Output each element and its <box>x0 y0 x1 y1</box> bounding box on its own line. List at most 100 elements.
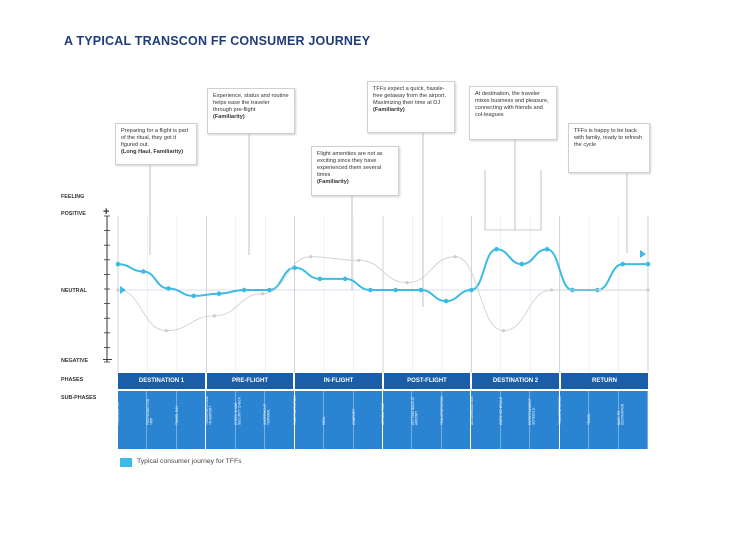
subphase-label: MEAL <box>322 416 327 425</box>
journey-point <box>342 276 348 282</box>
phase-post-flight: POST-FLIGHT <box>384 373 472 389</box>
feeling-label: FEELING <box>61 194 85 200</box>
journey-point <box>469 287 474 293</box>
subphase-cell: MEAL <box>322 391 354 449</box>
journey-point <box>292 265 297 271</box>
journey-point <box>267 287 272 293</box>
callout-text: At destination, the traveler mixes busin… <box>475 91 549 118</box>
callout-pre-flight: Experience, status and routine helps eas… <box>207 88 295 134</box>
callout-bracket <box>484 170 542 231</box>
page-title: A TYPICAL TRANSCON FF CONSUMER JOURNEY <box>64 34 371 48</box>
callout-destination-2: At destination, the traveler mixes busin… <box>469 86 557 140</box>
journey-point <box>393 287 398 293</box>
subphase-cell: TRAVEL DAY <box>175 391 207 449</box>
subphase-cell: TRANSPORTATION <box>557 391 590 449</box>
secondary-point <box>212 314 216 318</box>
subphase-cell: ACCOMMODATION <box>469 391 501 449</box>
callout-source: (Familiarity) <box>373 107 405 113</box>
phase-in-flight: IN-FLIGHT <box>295 373 384 389</box>
journey-point <box>115 261 121 267</box>
callout-destination-1: Preparing for a flight is part of the ri… <box>115 123 197 165</box>
subphase-cell: GETTING BAGS AT AIRPORT <box>410 391 442 449</box>
secondary-point <box>550 288 554 292</box>
start-arrow <box>120 286 126 294</box>
callout-post-flight: TFFs expect a quick, hassle-free getaway… <box>367 81 455 133</box>
legend-swatch <box>120 458 132 467</box>
journey-point <box>494 247 499 252</box>
secondary-point <box>357 258 361 262</box>
journey-point <box>216 291 222 297</box>
callout-return: TFFs is happy to be back with family, re… <box>568 123 650 173</box>
callout-text: TFFs is happy to be back with family, re… <box>574 128 642 148</box>
journey-point <box>443 298 449 304</box>
subphase-cell: SHOPPING AT TERMINAL <box>263 391 295 449</box>
journey-point <box>191 293 197 299</box>
callout-text: Preparing for a flight is part of the ri… <box>121 128 189 148</box>
callout-leader-lines <box>149 133 628 307</box>
neutral-label: NEUTRAL <box>61 288 87 294</box>
callout-text: TFFs expect a quick, hassle-free getaway… <box>373 86 447 106</box>
subphase-cell: TRANSPORTATION TO AIRPORT <box>204 391 236 449</box>
secondary-point <box>405 281 409 285</box>
subphase-label: ACCOMMODATION <box>469 396 474 425</box>
subphase-label: TRAVEL DAY <box>175 405 180 425</box>
end-arrow <box>640 250 646 258</box>
subphase-cell: TRAVEL <box>587 391 619 449</box>
subphase-cell: TRANSPORTATION <box>440 391 472 449</box>
secondary-point <box>260 292 265 296</box>
subphase-label: WORK SCHEDULE <box>498 396 503 425</box>
subphase-label: TRANSPORTATION <box>557 396 562 425</box>
phases-label: PHASES <box>61 377 84 383</box>
subphase-label: GETTING BAGS AT AIRPORT <box>410 396 419 425</box>
positive-sign: + <box>103 206 110 218</box>
callout-in-flight: Flight amenities are not as exciting sin… <box>311 146 399 196</box>
journey-point <box>645 261 651 267</box>
subphase-label: PLANNING TRIP <box>116 400 121 425</box>
subphase-cell: ARRIVAL TIME <box>381 391 413 449</box>
secondary-point <box>598 288 602 292</box>
callout-source: (Long Haul, Familiarity) <box>121 149 184 155</box>
chart-marks <box>115 247 651 333</box>
subphase-cell: PLANNING TRIP <box>116 391 148 449</box>
subphase-label: CHECK IN AND SECURITY CHECK <box>233 396 242 425</box>
journey-point <box>544 247 550 252</box>
journey-point <box>519 261 525 267</box>
journey-point <box>140 269 146 274</box>
subphases-label: SUB-PHASES <box>61 395 97 401</box>
secondary-point <box>646 288 650 292</box>
secondary-point <box>501 329 506 333</box>
callout-text: Experience, status and routine helps eas… <box>213 93 289 113</box>
subphase-cell: ENTERTAINMENT SCHEDULE <box>528 391 560 449</box>
subphase-label: PREPARING FOR TRIP <box>145 398 154 425</box>
subphase-label: ARRIVAL TIME <box>381 403 386 425</box>
secondary-point <box>116 288 120 292</box>
subphase-cell: WORK SCHEDULE <box>498 391 531 449</box>
subphase-label: COMFORT <box>351 408 356 425</box>
callout-text: Flight amenities are not as exciting sin… <box>317 151 383 178</box>
journey-point <box>241 287 247 293</box>
journey-point <box>166 286 171 291</box>
subphase-label: TRAVEL <box>587 412 592 425</box>
phase-destination-2: DESTINATION 2 <box>472 373 561 389</box>
subphase-label: SHOPPING AT TERMINAL <box>263 403 272 425</box>
subphase-cell: CHECK IN AND SECURITY CHECK <box>233 391 266 449</box>
subphase-cell: BACK TO DESTINATION <box>616 391 648 449</box>
journey-line <box>117 248 648 303</box>
phase-row: DESTINATION 1 PRE-FLIGHT IN-FLIGHT POST-… <box>118 373 648 389</box>
subphase-label: TRANSPORTATION TO AIRPORT <box>204 396 213 425</box>
subphase-label: ENTERTAINMENT SCHEDULE <box>528 398 537 425</box>
journey-point <box>317 276 323 282</box>
subphase-label: BACK TO DESTINATION <box>616 403 625 425</box>
phase-return: RETURN <box>561 373 648 389</box>
phase-destination-1: DESTINATION 1 <box>118 373 207 389</box>
subphase-cell: FLIGHT ACTIVITIES <box>293 391 325 449</box>
subphase-cell: COMFORT <box>351 391 383 449</box>
legend-label: Typical consumer journey for TFFs <box>137 458 242 465</box>
subphase-cell: PREPARING FOR TRIP <box>145 391 177 449</box>
positive-label: POSITIVE <box>61 211 86 217</box>
subphase-row: PLANNING TRIP PREPARING FOR TRIP TRAVEL DA… <box>116 391 648 449</box>
secondary-point <box>453 255 457 259</box>
journey-point <box>620 261 626 267</box>
secondary-point <box>164 329 168 333</box>
